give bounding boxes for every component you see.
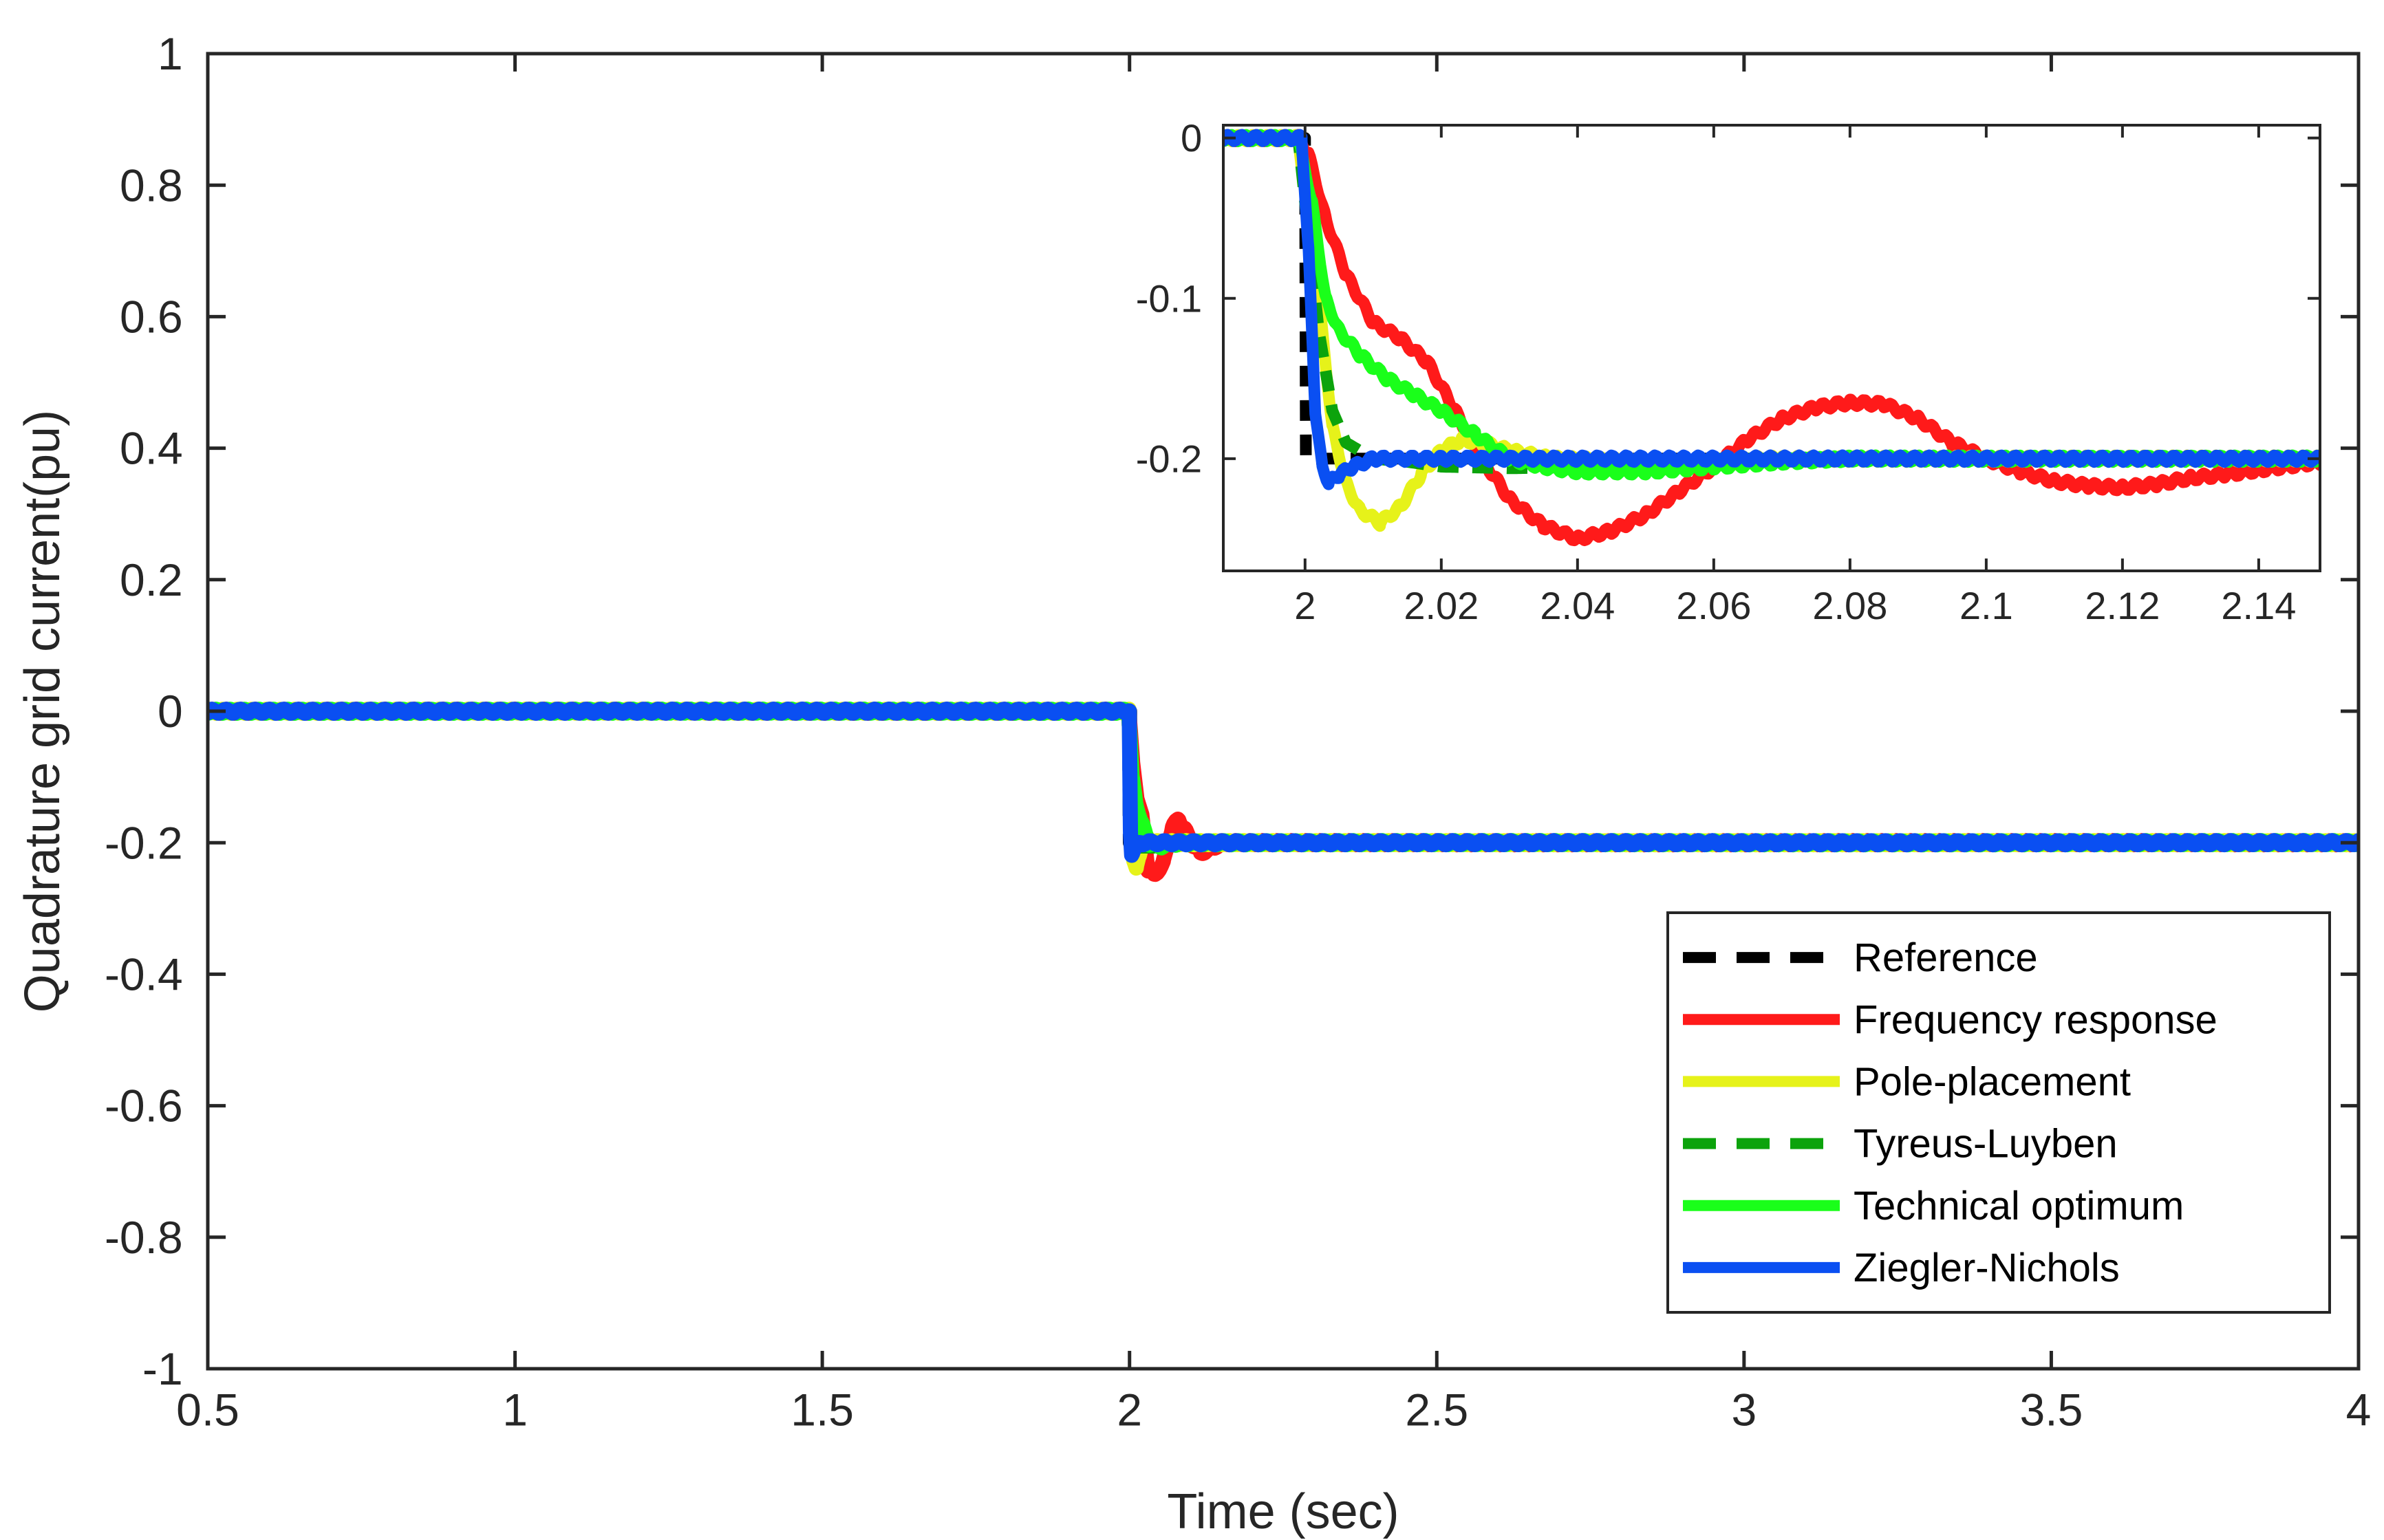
main-y-tick-label: -0.2 [105, 817, 183, 868]
inset-plot-area [1223, 125, 2320, 571]
legend-label-ziegler-nichols: Ziegler-Nichols [1854, 1246, 2120, 1290]
legend-label-frequency-response: Frequency response [1854, 997, 2217, 1042]
main-y-tick-label: -1 [142, 1343, 183, 1394]
main-y-tick-label: -0.4 [105, 949, 183, 1000]
main-x-tick-label: 3.5 [2020, 1385, 2083, 1435]
legend-label-tyreus-luyben: Tyreus-Luyben [1854, 1122, 2118, 1167]
main-x-tick-label: 2 [1117, 1385, 1142, 1435]
inset-series-group [1223, 129, 2320, 547]
inset-axes-box [1222, 124, 2321, 572]
inset-x-tick-label: 2.04 [1540, 584, 1615, 627]
inset-plot: 2 2.02 2.04 2.06 2.08 2.1 2.12 2.14 -0.2 -0.1 0 [1136, 116, 2321, 627]
legend-label-reference: Reference [1854, 935, 2038, 980]
inset-x-tick-label: 2.06 [1676, 584, 1751, 627]
inset-x-tick-label: 2.12 [2085, 584, 2160, 627]
main-x-axis-title: Time (sec) [1167, 1484, 1399, 1539]
legend: Reference Frequency response Pole-placemen… [1666, 911, 2331, 1314]
main-y-tick-label: 0.8 [120, 160, 183, 210]
legend-box [1666, 911, 2331, 1314]
inset-x-tick-label: 2.1 [1959, 584, 2013, 627]
main-y-tick-label: 0.4 [120, 423, 183, 474]
main-y-tick-label: 1 [158, 28, 183, 79]
inset-series-ziegler-nichols [1223, 129, 2320, 490]
main-y-tick-label: 0.2 [120, 554, 183, 605]
main-x-tick-label: 0.5 [176, 1385, 239, 1435]
main-x-tick-label: 3 [1731, 1385, 1757, 1435]
main-y-axis-title: Quadrature grid current(pu) [15, 410, 70, 1012]
inset-x-tick-label: 2.08 [1812, 584, 1887, 627]
inset-x-tick-label: 2 [1294, 584, 1316, 627]
main-series-group [208, 702, 2359, 882]
inset-y-tick-label: 0 [1181, 116, 1202, 160]
main-y-tick-label: -0.6 [105, 1081, 183, 1131]
legend-label-pole-placement: Pole-placement [1854, 1059, 2131, 1104]
legend-label-technical-optimum: Technical optimum [1854, 1184, 2184, 1228]
inset-series-frequency-response [1223, 129, 2320, 547]
main-x-tick-label: 2.5 [1405, 1385, 1468, 1435]
inset-y-tick-label: -0.1 [1136, 276, 1203, 320]
inset-x-tick-label: 2.02 [1404, 584, 1479, 627]
inset-y-tick-label: -0.2 [1136, 437, 1203, 480]
main-y-tick-label: 0.6 [120, 292, 183, 343]
main-x-tick-label: 4 [2346, 1385, 2372, 1435]
main-series-ziegler-nichols [208, 702, 2359, 863]
main-x-tick-label: 1.5 [791, 1385, 854, 1435]
main-x-tick-label: 1 [502, 1385, 528, 1435]
main-y-tick-label: -0.8 [105, 1212, 183, 1263]
main-y-tick-label: 0 [158, 686, 183, 737]
inset-x-tick-label: 2.14 [2221, 584, 2296, 627]
